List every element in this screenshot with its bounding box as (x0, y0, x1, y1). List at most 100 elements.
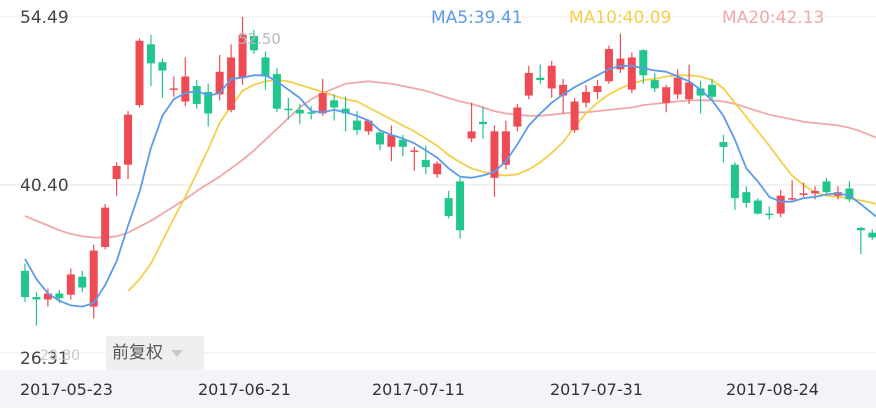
candle-down (341, 108, 350, 114)
candle-up (318, 93, 327, 114)
candle-up (673, 77, 682, 95)
candle-up (467, 131, 476, 139)
candle-down (421, 159, 430, 168)
adjustment-dropdown[interactable]: 前复权 (106, 336, 204, 370)
ma10-label: MA10:40.09 (569, 8, 671, 28)
date-label: 2017-06-21 (198, 380, 291, 399)
candle-up (513, 107, 522, 127)
candle-down (261, 57, 270, 77)
candle-down (650, 80, 659, 89)
low-annotation: 28.30 (40, 348, 80, 364)
candle-up (124, 114, 133, 165)
ma20-label: MA20:42.13 (722, 8, 824, 28)
candle-down (307, 112, 316, 114)
candle-up (788, 198, 797, 200)
candle-up (524, 72, 533, 96)
candle-down (868, 232, 876, 238)
candle-down (353, 120, 362, 131)
candle-down (192, 86, 201, 104)
candle-down (822, 181, 831, 193)
candle-down (330, 100, 339, 108)
candle-up (490, 131, 499, 178)
candle-up (547, 65, 556, 89)
candle-up (66, 274, 75, 295)
candle-up (593, 86, 602, 92)
candle-up (364, 120, 373, 132)
candle-down (696, 88, 705, 96)
adjustment-dropdown-label: 前复权 (112, 343, 163, 363)
ma20-line-layer (24, 80, 876, 239)
candle-down (32, 297, 41, 300)
candle-down (204, 91, 213, 114)
kline-chart[interactable]: 54.49 40.40 26.31 52.50 28.30 MA5:39.41 … (0, 0, 876, 370)
candle-up (662, 87, 671, 103)
candle-down (146, 44, 155, 64)
candle-up (433, 163, 442, 175)
candle-down (284, 108, 293, 111)
candle-up (582, 91, 591, 103)
y-max-label: 54.49 (20, 8, 69, 28)
ma5-label: MA5:39.41 (431, 8, 523, 28)
candle-down (742, 192, 751, 203)
date-label: 2017-08-24 (726, 380, 819, 399)
date-label: 2017-05-23 (20, 380, 113, 399)
candle-down (730, 164, 739, 199)
candle-down (250, 35, 258, 51)
candle-up (101, 207, 110, 248)
high-annotation: 52.50 (238, 30, 281, 48)
candle-up (227, 57, 236, 110)
y-mid-label: 40.40 (20, 176, 69, 196)
candle-down (158, 62, 167, 71)
candle-up (410, 150, 419, 152)
candle-up (811, 190, 820, 194)
candle-down (398, 139, 407, 147)
candle-down (719, 142, 728, 147)
candle-down (753, 200, 762, 214)
candle-up (112, 165, 121, 180)
ma5-line (24, 64, 876, 308)
candle-up (685, 82, 694, 100)
candle-up (215, 71, 224, 95)
candle-up (43, 293, 52, 300)
candles-layer (21, 16, 876, 326)
candle-down (375, 132, 384, 145)
candle-down (272, 74, 281, 109)
candle-down (856, 227, 865, 231)
y-min-label: 26.31 (20, 349, 69, 369)
candle-up (387, 134, 396, 147)
candle-up (627, 57, 636, 90)
date-axis-bar: 2017-05-23 2017-06-21 2017-07-11 2017-07… (0, 370, 876, 408)
candle-down (295, 109, 304, 114)
ma20-line (24, 80, 876, 239)
candle-up (559, 84, 568, 96)
candle-up (799, 193, 808, 195)
candle-up (135, 40, 144, 106)
candle-up (776, 195, 785, 214)
date-label: 2017-07-31 (550, 380, 643, 399)
candle-down (536, 77, 545, 81)
candle-up (169, 88, 178, 90)
candle-up (501, 131, 510, 165)
candle-down (456, 181, 465, 231)
date-label: 2017-07-11 (372, 380, 465, 399)
candle-up (570, 101, 579, 131)
candle-up (616, 58, 625, 70)
candle-up (604, 49, 613, 82)
ma5-line-layer (24, 64, 876, 308)
candle-down (444, 198, 453, 217)
candle-down (78, 276, 87, 288)
candle-down (708, 84, 716, 97)
candle-down (765, 213, 774, 216)
candle-down (55, 293, 64, 299)
candle-down (639, 50, 648, 76)
candle-down (479, 121, 487, 125)
date-axis: 2017-05-23 2017-06-21 2017-07-11 2017-07… (20, 380, 819, 399)
candle-up (89, 250, 98, 307)
candle-up (181, 76, 190, 102)
chevron-down-icon (171, 349, 183, 357)
candle-up (238, 34, 247, 78)
ma10-line (127, 74, 876, 292)
candle-down (21, 270, 29, 298)
ma10-line-layer (127, 74, 876, 292)
candle-down (845, 188, 854, 200)
